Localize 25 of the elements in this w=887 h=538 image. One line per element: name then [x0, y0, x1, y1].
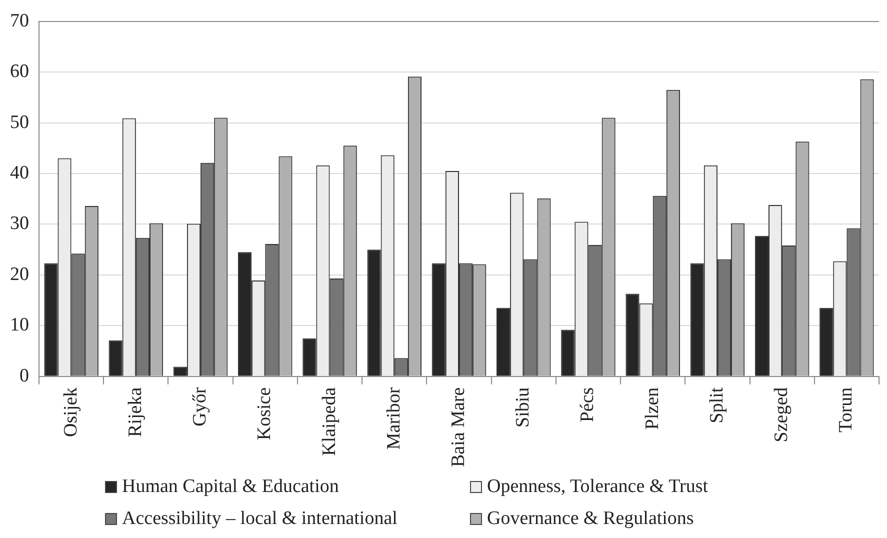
- y-tick-label: 70: [10, 10, 29, 32]
- y-tick-label: 40: [10, 162, 29, 184]
- x-tick-label: Klaipeda: [318, 386, 340, 456]
- x-tick-label: Sibiu: [512, 386, 534, 428]
- x-tick-label: Pécs: [577, 387, 598, 422]
- y-tick-label: 60: [10, 61, 29, 82]
- y-tick-label: 20: [10, 264, 29, 285]
- y-tick-label: 30: [10, 213, 29, 234]
- legend-label: Openness, Tolerance & Trust: [487, 476, 708, 498]
- x-tick-label: Maribor: [383, 386, 404, 450]
- x-tick-label: Plzen: [642, 386, 663, 430]
- legend-label: Governance & Regulations: [487, 508, 694, 530]
- y-tick-label: 50: [10, 112, 29, 133]
- x-tick-label: Szeged: [771, 386, 792, 442]
- y-tick-label: 0: [20, 365, 29, 386]
- legend-label: Accessibility – local & international: [122, 508, 398, 530]
- x-tick-label: Split: [706, 386, 728, 424]
- x-tick-label: Győr: [190, 386, 211, 426]
- y-tick-label: 10: [10, 314, 29, 336]
- x-tick-label: Torun: [836, 386, 857, 432]
- x-tick-label: Osijek: [60, 386, 82, 437]
- x-tick-label: Kosice: [254, 387, 276, 440]
- x-tick-label: Baia Mare: [448, 387, 469, 467]
- x-tick-label: Rijeka: [124, 386, 146, 437]
- legend-label: Human Capital & Education: [122, 476, 339, 498]
